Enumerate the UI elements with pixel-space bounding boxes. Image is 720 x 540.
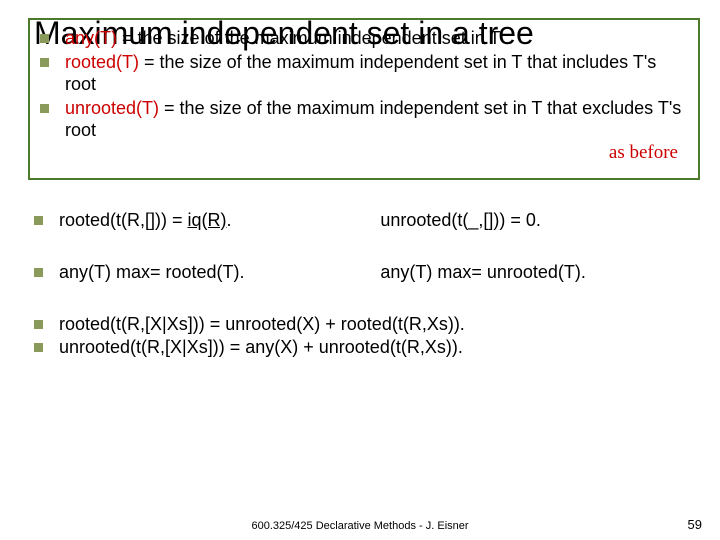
tail-equations: rooted(t(R,[X|Xs])) = unrooted(X) + root… xyxy=(34,314,700,360)
list-item: rooted(t(R,[X|Xs])) = unrooted(X) + root… xyxy=(34,314,700,336)
bullet-icon xyxy=(34,320,43,329)
item-text: any(T) max= unrooted(T). xyxy=(380,262,700,284)
item-text: rooted(t(R,[])) = iq(R). xyxy=(59,210,380,232)
list-item: any(T) = the size of the maximum indepen… xyxy=(40,28,684,50)
item-text: unrooted(t(_,[])) = 0. xyxy=(380,210,700,232)
bullet-icon xyxy=(40,104,49,113)
definition-box: any(T) = the size of the maximum indepen… xyxy=(28,18,700,180)
item-text: any(T) max= rooted(T). xyxy=(59,262,380,284)
bullet-icon xyxy=(40,34,49,43)
list-item: unrooted(T) = the size of the maximum in… xyxy=(40,98,684,142)
page-number: 59 xyxy=(688,517,702,532)
list-item: rooted(t(R,[])) = iq(R). xyxy=(34,210,380,232)
bullet-icon xyxy=(34,216,43,225)
list-item: rooted(T) = the size of the maximum inde… xyxy=(40,52,684,96)
item-text: any(T) = the size of the maximum indepen… xyxy=(65,28,684,50)
equation-row-1: rooted(t(R,[])) = iq(R). unrooted(t(_,[]… xyxy=(34,210,700,232)
item-text: unrooted(T) = the size of the maximum in… xyxy=(65,98,684,142)
footer-text: 600.325/425 Declarative Methods - J. Eis… xyxy=(0,520,720,532)
as-before-note: as before xyxy=(40,142,684,164)
list-item: unrooted(t(R,[X|Xs])) = any(X) + unroote… xyxy=(34,337,700,359)
bullet-icon xyxy=(34,343,43,352)
item-text: rooted(t(R,[X|Xs])) = unrooted(X) + root… xyxy=(59,314,700,336)
item-text: unrooted(t(R,[X|Xs])) = any(X) + unroote… xyxy=(59,337,700,359)
bullet-icon xyxy=(40,58,49,67)
equation-row-2: any(T) max= rooted(T). any(T) max= unroo… xyxy=(34,262,700,284)
list-item: any(T) max= rooted(T). xyxy=(34,262,380,284)
bullet-icon xyxy=(34,268,43,277)
item-text: rooted(T) = the size of the maximum inde… xyxy=(65,52,684,96)
definition-list: any(T) = the size of the maximum indepen… xyxy=(40,28,684,142)
